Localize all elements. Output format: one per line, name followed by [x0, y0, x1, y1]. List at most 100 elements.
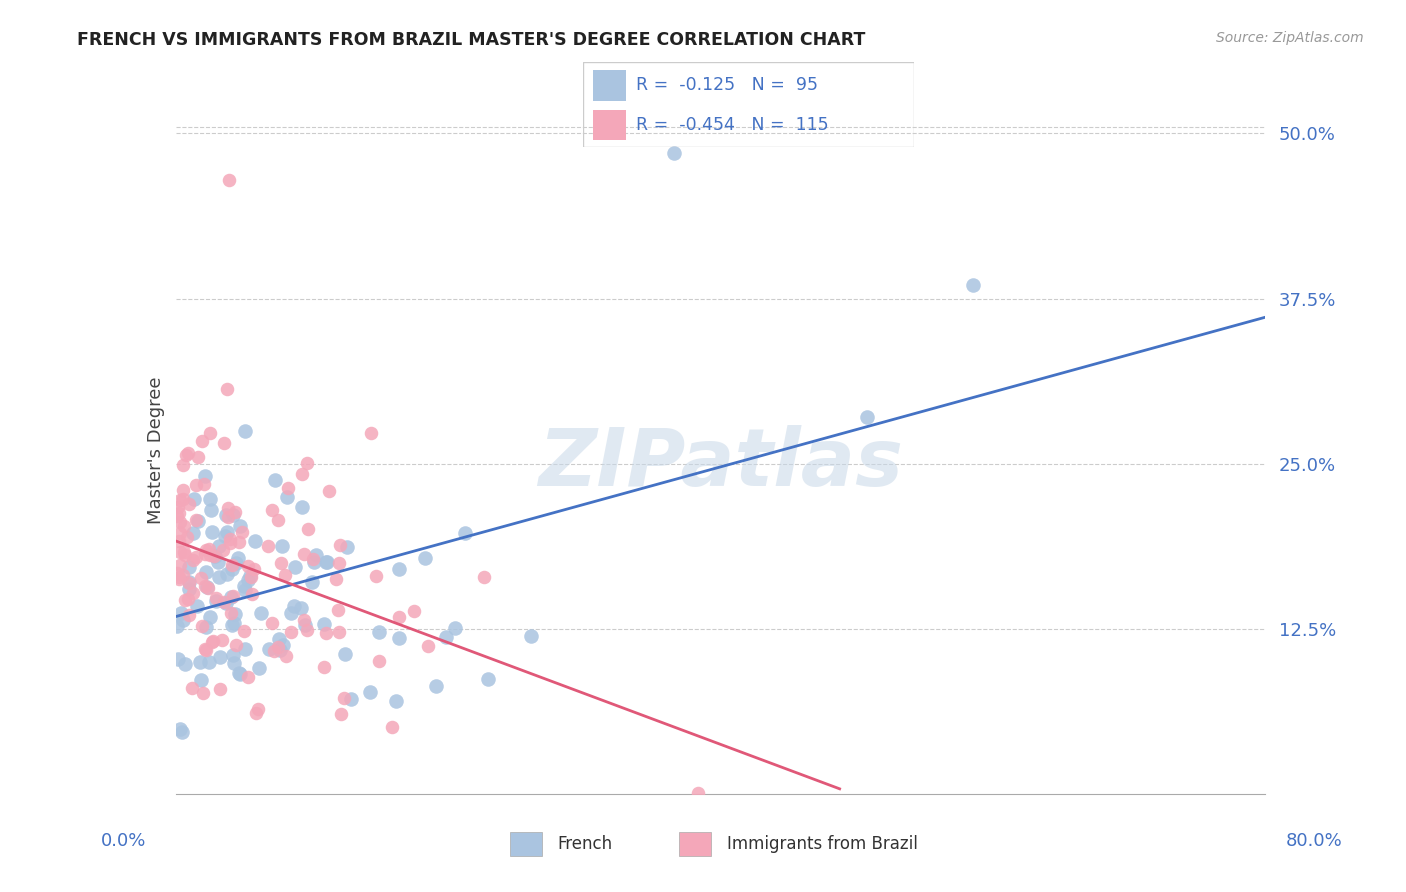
Point	[190, 619, 212, 633]
Text: R =  -0.454   N =  115: R = -0.454 N = 115	[637, 116, 830, 134]
Point	[301, 574, 323, 589]
Point	[263, 644, 285, 658]
Point	[197, 581, 219, 595]
Point	[333, 647, 356, 661]
Point	[202, 549, 225, 563]
Point	[385, 693, 408, 707]
Point	[194, 579, 217, 593]
Point	[418, 639, 440, 653]
Point	[336, 540, 359, 554]
Point	[221, 562, 243, 576]
Point	[280, 606, 302, 620]
Point	[425, 680, 447, 694]
Text: 0.0%: 0.0%	[101, 831, 146, 849]
Point	[188, 656, 211, 670]
Point	[219, 532, 242, 546]
Point	[224, 505, 246, 519]
Point	[217, 525, 239, 540]
Point	[243, 533, 266, 548]
Point	[190, 571, 212, 585]
Point	[267, 513, 290, 527]
Point	[325, 572, 347, 586]
Point	[962, 278, 984, 293]
Point	[204, 549, 226, 564]
Point	[228, 535, 250, 549]
Point	[177, 582, 200, 597]
Bar	[679, 832, 711, 855]
Point	[209, 681, 232, 696]
Point	[169, 515, 191, 529]
Point	[247, 660, 270, 674]
Point	[169, 525, 191, 540]
Point	[222, 648, 245, 662]
Point	[222, 508, 245, 522]
Point	[270, 539, 292, 553]
Point	[191, 686, 214, 700]
Point	[315, 555, 337, 569]
Point	[209, 649, 232, 664]
Point	[208, 539, 231, 553]
Point	[186, 478, 208, 492]
Point	[295, 623, 318, 637]
Point	[264, 473, 287, 487]
Point	[360, 425, 382, 440]
Text: Source: ZipAtlas.com: Source: ZipAtlas.com	[1216, 31, 1364, 45]
Point	[218, 172, 240, 186]
Point	[443, 621, 465, 635]
Point	[225, 556, 247, 570]
Point	[228, 665, 250, 680]
Point	[194, 547, 217, 561]
Point	[257, 540, 280, 554]
Point	[267, 640, 290, 654]
Point	[364, 569, 387, 583]
Point	[240, 586, 263, 600]
Point	[292, 547, 315, 561]
Point	[238, 558, 260, 573]
Point	[328, 602, 350, 616]
Point	[312, 617, 335, 632]
Point	[224, 607, 246, 621]
Point	[177, 498, 200, 512]
Point	[181, 526, 204, 541]
Point	[193, 476, 215, 491]
Point	[177, 560, 200, 574]
Point	[519, 629, 541, 643]
Point	[195, 642, 218, 657]
Point	[246, 702, 269, 716]
Point	[215, 566, 238, 581]
Point	[190, 673, 212, 687]
Point	[211, 633, 233, 648]
Point	[190, 434, 212, 449]
Point	[219, 536, 242, 550]
Point	[177, 607, 200, 622]
Point	[198, 548, 221, 562]
Point	[167, 572, 190, 586]
Point	[329, 707, 352, 722]
Point	[402, 604, 425, 618]
Point	[169, 558, 191, 572]
Point	[250, 607, 273, 621]
Point	[174, 548, 197, 562]
Point	[276, 490, 298, 504]
Point	[205, 594, 228, 608]
Point	[270, 557, 292, 571]
Point	[169, 493, 191, 508]
Point	[472, 570, 495, 584]
Point	[166, 618, 188, 632]
Point	[217, 500, 239, 515]
Point	[315, 626, 337, 640]
Point	[316, 555, 339, 569]
Point	[214, 508, 236, 522]
Point	[172, 483, 194, 498]
Point	[855, 410, 877, 425]
Point	[368, 654, 391, 668]
Point	[283, 599, 305, 614]
Point	[245, 706, 267, 721]
Point	[201, 635, 224, 649]
Point	[194, 641, 217, 656]
Point	[214, 435, 236, 450]
Point	[269, 642, 291, 657]
Point	[284, 560, 307, 574]
Text: 80.0%: 80.0%	[1286, 831, 1343, 849]
Point	[173, 545, 195, 559]
